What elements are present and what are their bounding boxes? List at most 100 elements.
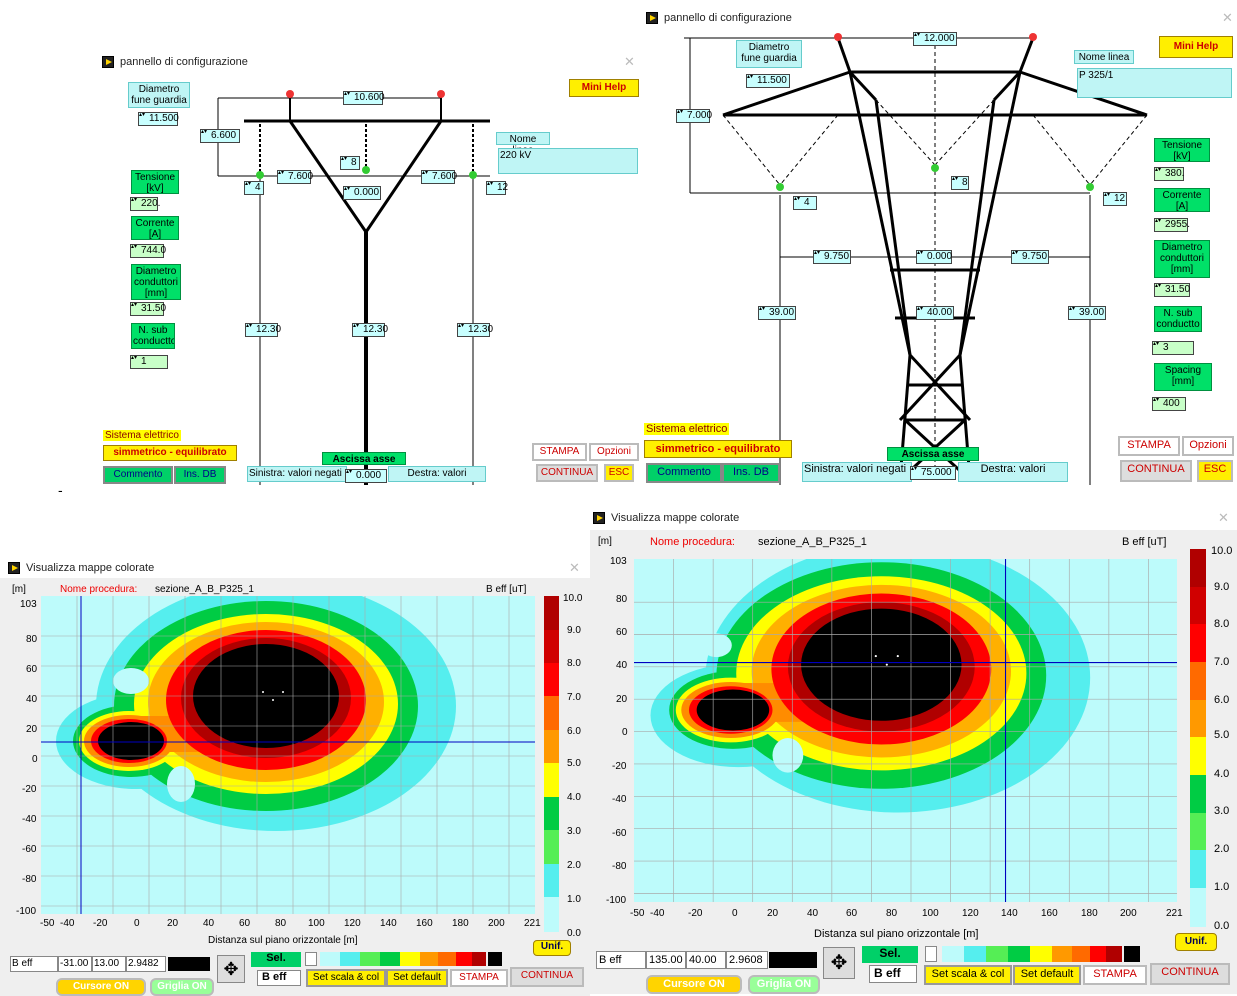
sel-quantity[interactable]: B eff <box>869 965 917 983</box>
commento-button[interactable]: Commento <box>646 463 722 483</box>
insdb-button[interactable]: Ins. DB <box>174 466 226 484</box>
mini-help-button[interactable]: Mini Help <box>569 79 639 97</box>
opzioni-button[interactable]: Opzioni <box>589 443 639 461</box>
left-height-input[interactable]: 39.00 <box>758 306 796 320</box>
color-map-plot[interactable] <box>634 559 1177 902</box>
set-default-button[interactable]: Set default <box>386 969 448 987</box>
center-offset-input[interactable]: 0.000 <box>916 250 952 264</box>
color-map-plot[interactable] <box>41 596 535 914</box>
window-title: pannello di configurazione <box>120 56 248 68</box>
spacing-input[interactable]: 400 <box>1152 397 1186 411</box>
sel-quantity[interactable]: B eff <box>257 970 301 986</box>
close-icon[interactable]: ✕ <box>624 54 635 69</box>
right-phase-input[interactable]: 12 <box>1103 192 1127 206</box>
y-tick: -80 <box>22 874 37 885</box>
cursor-style-icons[interactable] <box>769 952 817 968</box>
tensione-input[interactable]: 380. <box>1154 167 1184 181</box>
x-tick: 180 <box>452 918 469 929</box>
nome-linea-label: Nome linea <box>1074 50 1134 64</box>
continua-button[interactable]: CONTINUA <box>1150 963 1230 985</box>
destra-label: Destra: valori <box>958 462 1068 482</box>
unif-button[interactable]: Unif. <box>533 940 571 956</box>
window-titlebar: Visualizza mappe colorate <box>593 508 739 528</box>
nome-linea-input[interactable]: P 325/1 <box>1077 68 1232 98</box>
legend-label: 2.0 <box>1214 843 1230 855</box>
opzioni-button[interactable]: Opzioni <box>1182 436 1234 456</box>
commento-button[interactable]: Commento <box>103 466 173 484</box>
cursore-on-toggle[interactable]: Cursore ON <box>646 975 742 994</box>
nome-linea-input[interactable]: 220 kV <box>498 148 638 174</box>
sel-button[interactable]: Sel. <box>251 952 301 967</box>
side-right-input[interactable]: 9.750 <box>1011 250 1049 264</box>
mini-help-button[interactable]: Mini Help <box>1159 36 1233 58</box>
legend-label: 5.0 <box>567 758 581 769</box>
close-icon[interactable]: ✕ <box>569 560 580 575</box>
left-phase-input[interactable]: 4 <box>244 181 264 195</box>
griglia-on-toggle[interactable]: Griglia ON <box>150 978 214 996</box>
right-phase-input[interactable]: 12 <box>486 181 508 195</box>
stampa-button[interactable]: STAMPA <box>532 443 587 461</box>
right-height-input[interactable]: 39.00 <box>1068 306 1106 320</box>
height-input[interactable]: 6.600 <box>200 129 240 143</box>
side-right-input[interactable]: 7.600 <box>421 170 457 184</box>
griglia-on-toggle[interactable]: Griglia ON <box>748 975 820 994</box>
center-height-input[interactable]: 12.30 <box>352 323 388 337</box>
center-height-input[interactable]: 40.00 <box>916 306 954 320</box>
stampa-button[interactable]: STAMPA <box>1083 965 1147 985</box>
left-height-input[interactable]: 12.30 <box>245 323 281 337</box>
corrente-input[interactable]: 744.0 <box>130 244 166 258</box>
diametro-conduttori-input[interactable]: 31.50 <box>130 302 166 316</box>
center-offset-input[interactable]: 0.000 <box>343 186 381 200</box>
esc-button[interactable]: ESC <box>1197 460 1233 482</box>
legend-label: 6.0 <box>1214 694 1230 706</box>
set-scala-button[interactable]: Set scala & col <box>306 969 386 987</box>
y-tick: -80 <box>612 861 627 872</box>
scale-slider-handle[interactable] <box>305 952 317 966</box>
labview-icon <box>8 562 20 574</box>
set-default-button[interactable]: Set default <box>1013 965 1081 985</box>
stampa-button[interactable]: STAMPA <box>450 969 508 987</box>
scale-slider-handle[interactable] <box>925 946 937 962</box>
tensione-input[interactable]: 220. <box>130 197 160 211</box>
continua-button[interactable]: CONTINUA <box>1120 460 1192 482</box>
nsub-input[interactable]: 1 <box>130 355 168 369</box>
y-tick: 20 <box>26 724 38 735</box>
close-icon[interactable]: ✕ <box>1218 510 1229 525</box>
diametro-fune-input[interactable]: 11.500 <box>746 74 790 88</box>
cursore-on-toggle[interactable]: Cursore ON <box>56 978 146 996</box>
side-left-input[interactable]: 7.600 <box>277 170 313 184</box>
sel-button[interactable]: Sel. <box>862 946 918 963</box>
top-width-input[interactable]: 12.000 <box>913 32 957 46</box>
legend-label: 9.0 <box>1214 581 1230 593</box>
continua-button[interactable]: CONTINUA <box>510 967 584 987</box>
unif-button[interactable]: Unif. <box>1175 933 1217 951</box>
left-phase-input[interactable]: 4 <box>793 196 817 210</box>
center-phase-input[interactable]: 8 <box>340 156 360 170</box>
close-icon[interactable]: ✕ <box>1222 10 1233 25</box>
y-tick: 60 <box>26 664 38 675</box>
legend-label: 7.0 <box>567 692 581 703</box>
diametro-conduttori-input[interactable]: 31.50 <box>1154 283 1190 297</box>
continua-button[interactable]: CONTINUA <box>536 464 598 482</box>
height-input[interactable]: 7.000 <box>676 109 712 123</box>
x-tick: 20 <box>167 918 179 929</box>
diametro-fune-input[interactable]: 11.500 <box>138 112 179 126</box>
cursor-style-icons[interactable] <box>168 957 210 971</box>
sistema-select[interactable]: simmetrico - equilibrato <box>644 440 792 458</box>
corrente-input[interactable]: 2955. <box>1154 218 1190 232</box>
stampa-button[interactable]: STAMPA <box>1118 436 1180 456</box>
esc-button[interactable]: ESC <box>604 464 634 482</box>
insdb-button[interactable]: Ins. DB <box>722 463 780 483</box>
sistema-select[interactable]: simmetrico - equilibrato <box>103 445 237 461</box>
legend-label: 3.0 <box>1214 805 1230 817</box>
center-phase-input[interactable]: 8 <box>951 176 969 190</box>
ascissa-input[interactable]: 0.000 <box>345 469 387 483</box>
right-height-input[interactable]: 12.30 <box>457 323 493 337</box>
pan-control-icon[interactable]: ✥ <box>217 955 245 983</box>
ascissa-input[interactable]: 75.000 <box>910 466 956 480</box>
side-left-input[interactable]: 9.750 <box>813 250 851 264</box>
pan-control-icon[interactable]: ✥ <box>823 947 855 979</box>
set-scala-button[interactable]: Set scala & col <box>924 965 1012 985</box>
nsub-input[interactable]: 3 <box>1152 341 1194 355</box>
top-width-input[interactable]: 10.600 <box>343 91 385 105</box>
